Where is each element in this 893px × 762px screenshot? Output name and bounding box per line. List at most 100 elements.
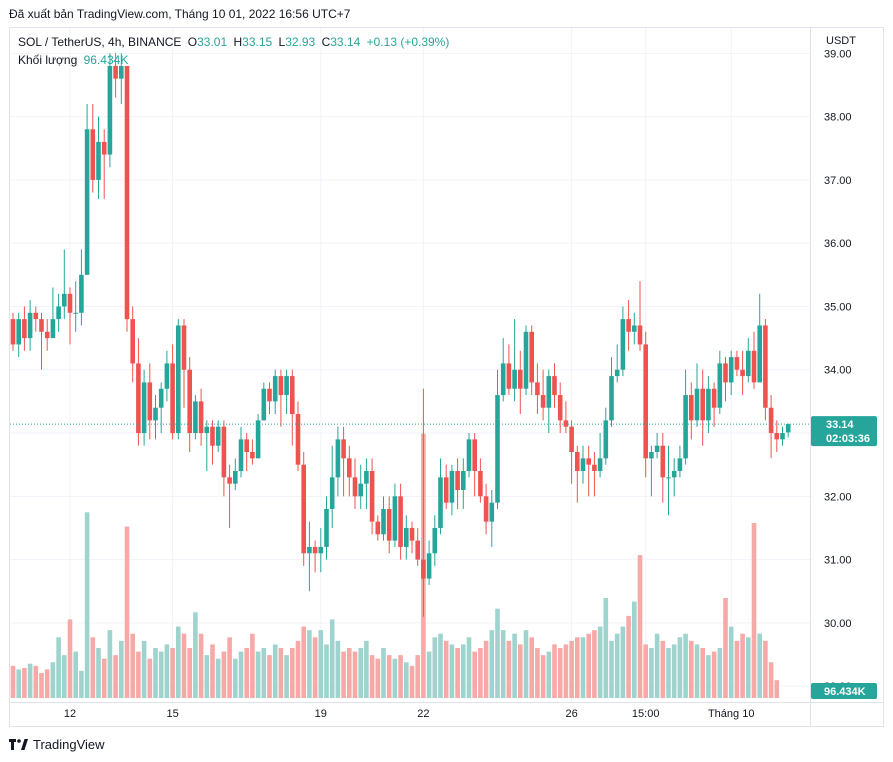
candle-body <box>404 527 409 547</box>
candle-body <box>500 363 506 396</box>
volume-bar <box>472 651 477 698</box>
candle-body <box>255 420 261 459</box>
volume-bar <box>723 598 728 698</box>
volume-bar <box>193 612 198 698</box>
volume-bar <box>250 633 255 698</box>
volume-bar <box>176 626 181 698</box>
candle-body <box>79 274 84 313</box>
candle-body <box>329 477 335 509</box>
volume-bar <box>751 523 757 698</box>
volume-bar <box>483 640 489 698</box>
price-tick-label: 32.00 <box>824 491 852 503</box>
candle-body <box>261 388 267 421</box>
volume-value: 96.434K <box>83 53 129 67</box>
volume-bar <box>181 633 187 698</box>
candle-body <box>780 433 785 440</box>
candle-body <box>119 65 124 79</box>
volume-bar <box>141 640 147 698</box>
candle-body <box>711 388 717 408</box>
candle-body <box>563 420 569 427</box>
publish-info: Đã xuất bản TradingView.com, Tháng 10 01… <box>9 7 351 21</box>
currency-label[interactable]: USDT <box>826 35 856 47</box>
high-value: 33.15 <box>242 35 273 49</box>
price-tick-label: 36.00 <box>824 238 852 250</box>
volume-bar <box>677 637 683 698</box>
ohlc-legend: SOL / TetherUS, 4h, BINANCE O33.01 H33.1… <box>18 35 452 49</box>
volume-bar <box>746 637 751 698</box>
volume-bar <box>500 630 506 698</box>
volume-bar <box>706 655 711 698</box>
volume-bar <box>711 651 717 698</box>
volume-bar <box>90 637 96 698</box>
volume-bar <box>261 648 267 698</box>
volume-bar <box>79 670 84 698</box>
volume-bar <box>609 640 614 698</box>
volume-label[interactable]: Khối lượng <box>18 53 78 67</box>
volume-bar <box>73 651 78 698</box>
volume-bar <box>495 608 500 698</box>
candle-body <box>347 458 352 478</box>
candle-body <box>785 424 791 433</box>
close-label: C <box>321 35 331 49</box>
candle-body <box>683 395 688 459</box>
chart-frame <box>9 27 884 727</box>
candle-body <box>113 65 118 79</box>
candle-body <box>700 388 705 421</box>
candle-body <box>734 357 740 370</box>
candle-body <box>16 319 21 345</box>
candle-body <box>592 464 597 472</box>
candle-body <box>409 527 415 541</box>
volume-bar <box>398 655 403 698</box>
volume-bar <box>50 662 56 698</box>
volume-bar <box>717 648 723 698</box>
price-tick-label: 37.00 <box>824 175 852 187</box>
candle-body <box>187 369 192 434</box>
candle-body <box>597 458 603 472</box>
price-tick-label: 31.00 <box>824 555 852 567</box>
candle-body <box>369 471 375 522</box>
candle-body <box>472 439 477 472</box>
volume-bar <box>671 644 677 698</box>
volume-bar <box>107 630 113 698</box>
volume-bar <box>307 630 312 698</box>
candle-body <box>757 325 762 383</box>
candle-body <box>386 508 392 541</box>
volume-bar <box>523 630 529 698</box>
candle-body <box>221 426 227 478</box>
symbol-label[interactable]: SOL / TetherUS, 4h, BINANCE <box>18 35 182 49</box>
open-label: O <box>187 35 198 49</box>
candle-body <box>136 363 141 434</box>
volume-bar <box>649 648 654 698</box>
candle-body <box>164 363 170 389</box>
candle-body <box>324 508 329 547</box>
candle-body <box>443 477 449 503</box>
volume-bar <box>244 648 249 698</box>
candle-body <box>244 439 249 453</box>
volume-bar <box>546 651 552 698</box>
footer-brand[interactable]: TradingView <box>9 737 105 752</box>
candle-body <box>312 546 318 554</box>
candle-body <box>147 382 153 421</box>
candle-body <box>620 319 626 370</box>
candle-body <box>512 369 517 389</box>
candle-body <box>580 458 586 472</box>
volume-bar <box>101 658 107 698</box>
candle-body <box>751 350 757 383</box>
volume-bar <box>267 655 272 698</box>
candle-body <box>763 325 768 408</box>
price-tick-label: 34.00 <box>824 365 852 377</box>
candle-body <box>569 426 574 453</box>
candle-body <box>290 376 295 415</box>
volume-bar <box>734 640 740 698</box>
volume-bar <box>27 663 33 698</box>
volume-bar <box>654 633 660 698</box>
volume-bar <box>204 655 210 698</box>
candle-body <box>478 471 483 497</box>
volume-bar <box>415 655 420 698</box>
volume-bar <box>301 626 306 698</box>
candle-body <box>694 388 700 421</box>
volume-bar <box>643 644 648 698</box>
volume-bar <box>563 644 569 698</box>
candle-body <box>22 319 27 339</box>
